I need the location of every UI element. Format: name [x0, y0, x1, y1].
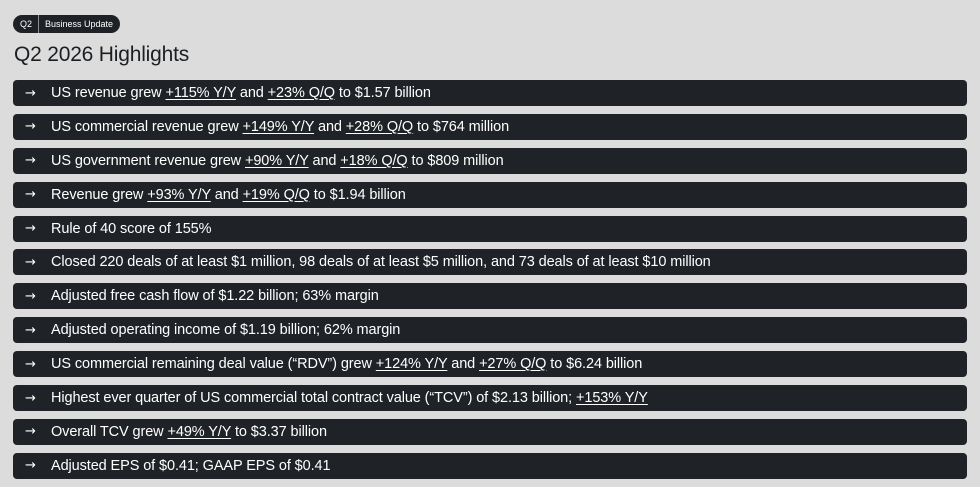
highlight-metric: +90% Y/Y [244, 152, 309, 169]
highlight-text-part: to $764 million [413, 118, 510, 135]
highlight-metric: +93% Y/Y [147, 186, 211, 203]
highlight-text: US revenue grew +115% Y/Y and +23% Q/Q t… [51, 85, 431, 101]
arrow-right-icon: → [25, 288, 36, 304]
highlight-row: → Rule of 40 score of 155% [13, 215, 967, 242]
arrow-right-icon: → [25, 187, 36, 203]
highlight-text-part: Rule of 40 score of 155% [51, 220, 212, 237]
highlight-text-part: and [447, 356, 480, 373]
highlight-text: Revenue grew +93% Y/Y and +19% Q/Q to $1… [51, 187, 406, 203]
arrow-right-icon: → [25, 322, 36, 338]
arrow-right-icon: → [25, 390, 36, 406]
arrow-right-icon: → [25, 356, 36, 372]
highlight-row: → US commercial remaining deal value (“RD… [13, 351, 967, 378]
highlight-metric: +18% Q/Q [340, 152, 408, 169]
highlight-text: Adjusted EPS of $0.41; GAAP EPS of $0.41 [51, 457, 331, 474]
highlight-metric: +23% Q/Q [267, 85, 335, 101]
highlight-row: → Revenue grew +93% Y/Y and +19% Q/Q to $… [13, 181, 967, 208]
highlight-text-part: to $6.24 billion [546, 356, 643, 373]
highlight-metric: +115% Y/Y [165, 85, 236, 101]
highlight-metric: +124% Y/Y [375, 356, 448, 373]
highlight-row: → US commercial revenue grew +149% Y/Y an… [13, 113, 967, 140]
business-update-badge: Q2 Business Update [13, 15, 121, 33]
highlight-text-part: Revenue grew [51, 186, 148, 203]
highlight-text-part: Adjusted operating income of $1.19 billi… [51, 322, 401, 339]
arrow-right-icon: → [25, 424, 36, 440]
highlight-text-part: and [308, 152, 341, 169]
highlight-metric: +19% Q/Q [242, 186, 310, 203]
highlight-text-part: Highest ever quarter of US commercial to… [51, 390, 576, 407]
highlight-row: → Adjusted EPS of $0.41; GAAP EPS of $0.4… [13, 452, 967, 479]
highlight-row: → US revenue grew +115% Y/Y and +23% Q/Q … [13, 80, 967, 106]
highlight-metric: +149% Y/Y [242, 118, 315, 135]
highlight-text-part: to $809 million [407, 152, 504, 169]
highlight-text-part: to $3.37 billion [231, 423, 327, 440]
highlight-text: US government revenue grew +90% Y/Y and … [51, 153, 504, 169]
highlight-text-part: Adjusted free cash flow of $1.22 billion… [51, 288, 379, 305]
highlight-text: US commercial remaining deal value (“RDV… [51, 356, 642, 372]
highlight-text-part: US revenue grew [51, 85, 166, 101]
arrow-right-icon: → [25, 254, 36, 270]
highlight-metric: +28% Q/Q [345, 118, 414, 135]
highlight-text: Overall TCV grew +49% Y/Y to $3.37 billi… [51, 424, 327, 440]
highlight-text: Adjusted operating income of $1.19 billi… [51, 322, 400, 338]
highlight-text-part: and [314, 118, 346, 135]
quarter-label: Q2 [20, 15, 40, 33]
highlight-metric: +153% Y/Y [576, 390, 648, 407]
badge-label: Business Update [45, 19, 114, 29]
highlight-text-part: US commercial remaining deal value (“RDV… [51, 356, 376, 373]
arrow-right-icon: → [25, 85, 36, 101]
highlight-text-part: Closed 220 deals of at least $1 million,… [51, 254, 711, 271]
highlight-text-part: Adjusted EPS of $0.41; GAAP EPS of $0.41 [51, 457, 331, 474]
highlights-list: → US revenue grew +115% Y/Y and +23% Q/Q … [13, 80, 967, 487]
highlight-row: → Adjusted operating income of $1.19 bill… [13, 317, 967, 344]
highlight-text: Highest ever quarter of US commercial to… [51, 390, 648, 406]
highlight-row: → US government revenue grew +90% Y/Y and… [13, 147, 967, 174]
highlight-metric: +27% Q/Q [479, 356, 547, 373]
page-title: Q2 2026 Highlights [14, 43, 190, 66]
highlight-row: → Closed 220 deals of at least $1 million… [13, 249, 967, 276]
highlight-text-part: to $1.94 billion [309, 186, 406, 203]
highlight-row: → Highest ever quarter of US commercial t… [13, 385, 967, 412]
highlight-text-part: and [235, 85, 268, 101]
highlight-metric: +49% Y/Y [167, 423, 232, 440]
highlight-text: Adjusted free cash flow of $1.22 billion… [51, 288, 379, 304]
highlight-text: Closed 220 deals of at least $1 million,… [51, 254, 711, 270]
highlight-text-part: US commercial revenue grew [51, 118, 243, 135]
arrow-right-icon: → [25, 153, 36, 169]
arrow-right-icon: → [25, 119, 36, 135]
highlight-row: → Overall TCV grew +49% Y/Y to $3.37 bill… [13, 418, 967, 445]
arrow-right-icon: → [25, 221, 36, 237]
highlight-text-part: Overall TCV grew [51, 423, 168, 440]
highlight-text: Rule of 40 score of 155% [51, 220, 212, 237]
highlight-text: US commercial revenue grew +149% Y/Y and… [51, 119, 509, 135]
arrow-right-icon: → [25, 458, 36, 474]
highlight-row: → Adjusted free cash flow of $1.22 billio… [13, 283, 967, 310]
highlight-text-part: US government revenue grew [51, 152, 245, 169]
highlight-text-part: to $1.57 billion [334, 85, 431, 101]
highlight-text-part: and [210, 186, 243, 203]
